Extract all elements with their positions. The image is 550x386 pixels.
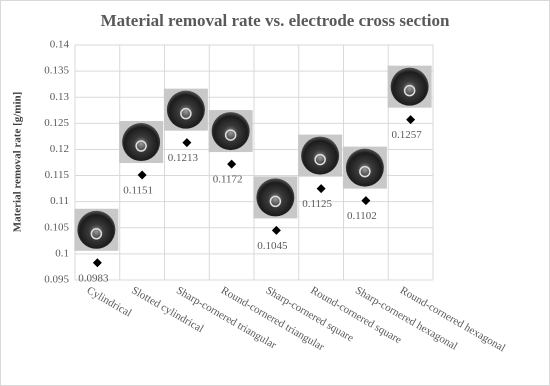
electrode-bore: [166, 90, 205, 129]
y-tick-label: 0.13: [50, 91, 70, 103]
electrode-photo: [342, 146, 387, 189]
electrode-bore: [345, 148, 384, 187]
y-axis-label: Material removal rate [g/min]: [12, 92, 24, 233]
data-label: 0.1213: [168, 152, 199, 164]
y-tick-label: 0.14: [50, 39, 70, 51]
y-tick-label: 0.095: [44, 274, 69, 286]
electrode-hole: [314, 153, 326, 166]
y-tick-label: 0.1: [55, 247, 69, 259]
electrode-photo: [208, 110, 253, 153]
data-label: 0.1172: [213, 174, 243, 186]
marker: [137, 170, 147, 180]
electrode-hole: [224, 129, 237, 141]
y-tick-label: 0.115: [45, 169, 70, 181]
marker: [92, 258, 102, 268]
marker: [361, 196, 371, 206]
marker: [227, 159, 237, 169]
electrode-hole: [359, 165, 371, 178]
electrode-bore: [256, 178, 295, 217]
electrode-photo: [163, 88, 208, 131]
electrode-photo: [119, 121, 164, 164]
data-label: 0.1102: [347, 210, 377, 222]
data-label: 0.1151: [123, 185, 153, 197]
electrode-bore: [122, 123, 161, 162]
marker: [271, 225, 281, 235]
electrode-photo: [253, 176, 298, 219]
marker: [182, 138, 192, 148]
electrode-bore: [301, 136, 340, 175]
data-label: 0.1045: [257, 240, 288, 252]
electrode-bore: [211, 112, 250, 151]
electrode-photo: [387, 65, 432, 108]
y-tick-label: 0.11: [50, 195, 69, 207]
marker: [406, 115, 416, 125]
y-tick-label: 0.135: [44, 65, 69, 77]
chart-title: Material removal rate vs. electrode cros…: [101, 11, 450, 30]
electrode-hole: [90, 228, 103, 240]
electrode-bore: [390, 67, 429, 106]
data-label: 0.0983: [78, 272, 109, 284]
electrode-hole: [180, 107, 192, 120]
electrode-hole: [269, 195, 282, 208]
electrode-photo: [298, 134, 343, 177]
y-tick-label: 0.12: [50, 143, 69, 155]
electrode-photo: [74, 208, 119, 251]
electrode-hole: [135, 140, 147, 152]
data-label: 0.1257: [392, 129, 423, 141]
electrode-hole: [403, 84, 416, 97]
electrode-bore: [77, 210, 116, 249]
y-tick-label: 0.105: [44, 221, 69, 233]
data-label: 0.1125: [302, 198, 332, 210]
y-tick-label: 0.125: [44, 117, 69, 129]
marker: [316, 184, 326, 194]
